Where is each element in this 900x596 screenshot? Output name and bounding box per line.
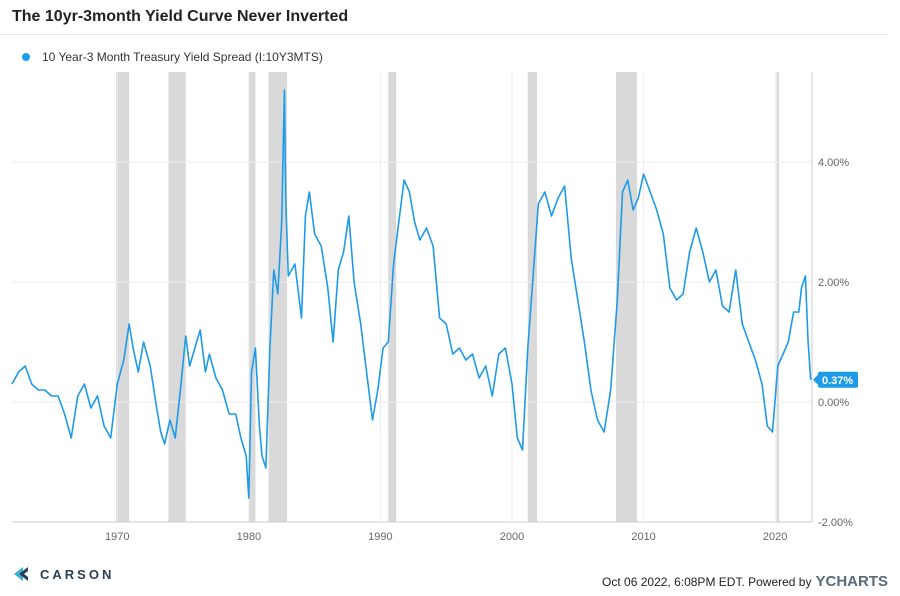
series-line[interactable] <box>11 89 812 499</box>
carson-logo-icon <box>14 567 28 581</box>
recession-band <box>527 72 537 522</box>
footer-text: Oct 06 2022, 6:08PM EDT. Powered by <box>602 574 812 589</box>
last-value-arrow <box>813 374 818 385</box>
x-tick-label: 1990 <box>368 531 392 540</box>
axes <box>12 72 813 523</box>
recession-band <box>388 72 397 522</box>
x-tick-label: 1980 <box>237 531 261 540</box>
y-tick-label: 2.00% <box>818 277 849 289</box>
yield-spread-chart[interactable]: 1970 1980 1990 2000 2010 2020 -2.00% 0.00% 2.00… <box>0 0 900 540</box>
x-tick-label: 2010 <box>631 531 655 540</box>
recession-band <box>615 72 637 522</box>
x-tick-label: 2020 <box>763 531 787 540</box>
y-tick-label: 0.00% <box>818 397 849 409</box>
title-divider <box>0 34 888 35</box>
legend[interactable]: 10 Year-3 Month Treasury Yield Spread (I… <box>22 50 323 64</box>
recession-band <box>168 72 186 522</box>
x-tick-label: 2000 <box>500 531 524 540</box>
recession-band <box>248 72 256 522</box>
last-value-box <box>818 371 858 388</box>
chart-title: The 10yr-3month Yield Curve Never Invert… <box>12 8 349 25</box>
legend-marker <box>22 53 30 61</box>
last-value-text: 0.37% <box>822 375 853 387</box>
legend-label: 10 Year-3 Month Treasury Yield Spread (I… <box>42 50 323 64</box>
ycharts-logo: YCHARTS <box>815 573 888 590</box>
footer: Oct 06 2022, 6:08PM EDT. Powered by YCHA… <box>602 573 888 590</box>
brand: CARSON <box>12 565 114 583</box>
x-tick-label: 1970 <box>105 531 129 540</box>
y-tick-label: -2.00% <box>818 517 853 529</box>
x-axis-ticks: 1970 1980 1990 2000 2010 2020 <box>105 531 787 540</box>
y-tick-label: 4.00% <box>818 157 849 169</box>
last-value-badge: 0.37% <box>813 371 858 388</box>
recession-band <box>115 72 130 522</box>
y-axis-ticks: -2.00% 0.00% 2.00% 4.00% <box>818 157 853 529</box>
brand-name: CARSON <box>40 566 115 582</box>
recession-band <box>776 72 780 522</box>
grid-lines <box>12 72 812 523</box>
